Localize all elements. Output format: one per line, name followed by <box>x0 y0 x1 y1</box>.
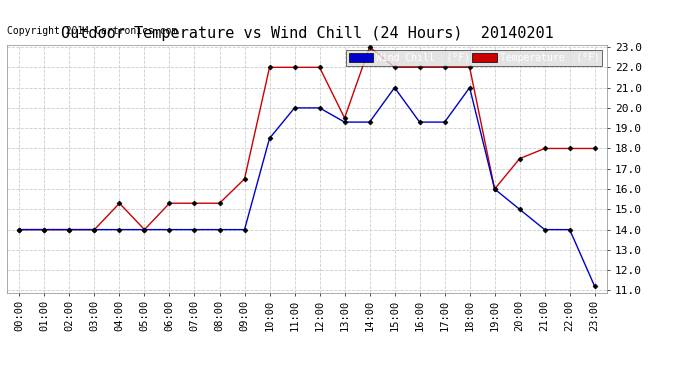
Title: Outdoor Temperature vs Wind Chill (24 Hours)  20140201: Outdoor Temperature vs Wind Chill (24 Ho… <box>61 26 553 41</box>
Legend: Wind Chill  (°F), Temperature  (°F): Wind Chill (°F), Temperature (°F) <box>346 50 602 66</box>
Text: Copyright 2014 Cartronics.com: Copyright 2014 Cartronics.com <box>7 26 177 36</box>
